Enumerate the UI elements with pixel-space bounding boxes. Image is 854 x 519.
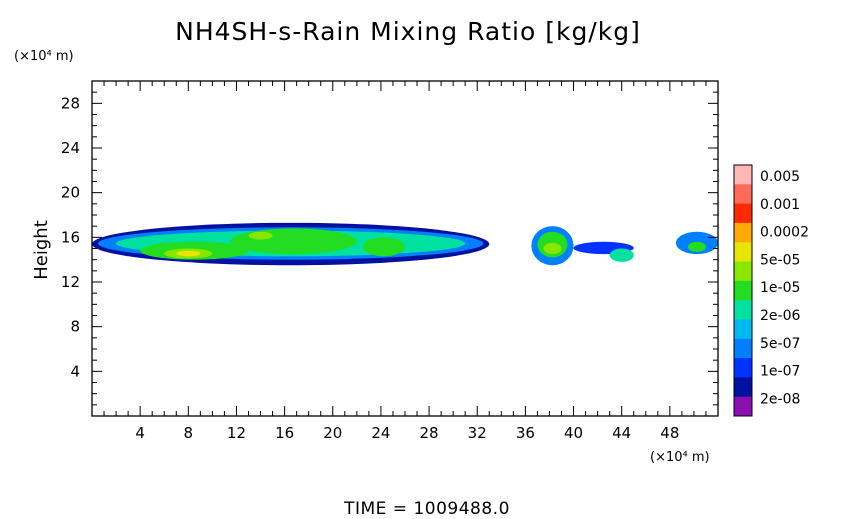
colorbar-swatch: [734, 300, 752, 320]
x-tick-label: 16: [275, 424, 294, 442]
heatmap-field: [92, 222, 718, 266]
heatmap-region: [230, 228, 357, 255]
colorbar-swatch: [734, 358, 752, 378]
colorbar-label: 2e-06: [760, 308, 800, 324]
y-tick-label: 16: [61, 228, 80, 246]
y-tick-label: 24: [61, 139, 80, 157]
heatmap-region: [543, 242, 562, 255]
colorbar-swatch: [734, 165, 752, 185]
colorbar-swatch: [734, 242, 752, 263]
colorbar-swatch: [734, 319, 752, 340]
colorbar-label: 0.001: [760, 197, 800, 213]
x-tick-label: 48: [660, 424, 679, 442]
heatmap-region: [248, 231, 273, 240]
y-tick-label: 4: [70, 362, 80, 380]
heatmap-region: [176, 250, 201, 257]
colorbar-label: 1e-05: [760, 280, 800, 296]
colorbar-label: 5e-07: [760, 336, 800, 352]
x-tick-label: 40: [564, 424, 583, 442]
colorbar-label: 2e-08: [760, 391, 800, 407]
colorbar-swatch: [734, 261, 752, 282]
colorbar-swatch: [734, 280, 752, 301]
colorbar-swatch: [734, 396, 752, 417]
x-tick-label: 8: [184, 424, 194, 442]
x-tick-label: 12: [227, 424, 246, 442]
x-tick-label: 24: [371, 424, 390, 442]
colorbar-swatch: [734, 222, 752, 243]
y-tick-label: 12: [61, 273, 80, 291]
x-tick-label: 4: [135, 424, 145, 442]
colorbar: 0.005 0.001 0.0002 5e-05 1e-05 2e-06 5e-07 1e-0…: [733, 164, 809, 417]
colorbar-swatch: [734, 203, 752, 224]
x-tick-label: 28: [420, 424, 439, 442]
y-axis-label: Height: [31, 220, 52, 280]
x-tick-label: 20: [323, 424, 342, 442]
colorbar-label: 0.0002: [760, 225, 809, 241]
heatmap-region: [362, 237, 405, 257]
colorbar-label: 0.005: [760, 169, 800, 185]
colorbar-label: 5e-05: [760, 252, 800, 268]
heatmap-region: [609, 248, 634, 262]
x-tick-label: 44: [612, 424, 631, 442]
x-tick-label: 36: [516, 424, 535, 442]
colorbar-swatch: [734, 184, 752, 205]
y-tick-label: 28: [61, 94, 80, 112]
y-tick-label: 8: [70, 318, 80, 336]
y-unit-label: (×10⁴ m): [14, 49, 74, 64]
x-tick-label: 32: [468, 424, 487, 442]
colorbar-swatch: [734, 377, 752, 398]
heatmap-region: [687, 241, 706, 252]
y-tick-label: 20: [61, 184, 80, 202]
x-unit-label: (×10⁴ m): [650, 450, 710, 465]
colorbar-frame: [733, 164, 753, 417]
chart-title: NH4SH-s-Rain Mixing Ratio [kg/kg]: [175, 17, 641, 46]
time-label: TIME = 1009488.0: [343, 499, 510, 519]
colorbar-swatch: [734, 338, 752, 359]
colorbar-label: 1e-07: [760, 364, 800, 380]
